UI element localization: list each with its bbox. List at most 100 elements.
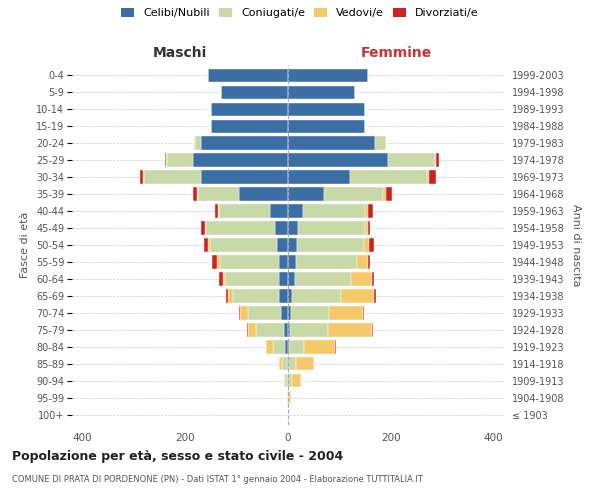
Bar (270, 204, 288, 218)
Bar (279, 290, 288, 302)
Bar (430, 170, 436, 183)
Bar (376, 136, 386, 149)
Bar (368, 204, 373, 218)
Bar (286, 340, 288, 353)
Bar (288, 188, 324, 200)
Bar (266, 340, 272, 353)
Bar (194, 136, 196, 149)
Bar (289, 391, 290, 404)
Bar (239, 188, 288, 200)
Bar (217, 256, 220, 268)
Bar (288, 272, 295, 285)
Bar (288, 170, 350, 183)
Bar (436, 154, 439, 166)
Bar (369, 238, 374, 252)
Bar (211, 102, 288, 116)
Bar (284, 374, 286, 388)
Bar (288, 154, 388, 166)
Legend: Celibi/Nubili, Coniugati/e, Vedovi/e, Divorziati/e: Celibi/Nubili, Coniugati/e, Vedovi/e, Di… (119, 6, 481, 20)
Text: Maschi: Maschi (153, 46, 207, 60)
Bar (287, 391, 288, 404)
Bar (324, 188, 383, 200)
Bar (365, 204, 368, 218)
Y-axis label: Fasce di età: Fasce di età (20, 212, 31, 278)
Bar (167, 154, 193, 166)
Bar (288, 204, 304, 218)
Y-axis label: Anni di nascita: Anni di nascita (571, 204, 581, 286)
Bar (427, 170, 430, 183)
Bar (295, 272, 351, 285)
Bar (292, 290, 341, 302)
Bar (288, 357, 296, 370)
Bar (247, 324, 248, 336)
Bar (272, 340, 286, 353)
Bar (434, 154, 436, 166)
Bar (166, 154, 167, 166)
Bar (288, 391, 289, 404)
Bar (240, 306, 248, 320)
Bar (288, 374, 292, 388)
Bar (279, 256, 288, 268)
Bar (288, 324, 290, 336)
Bar (304, 204, 365, 218)
Bar (208, 68, 288, 82)
Bar (220, 256, 279, 268)
Bar (200, 222, 205, 234)
Bar (221, 86, 288, 99)
Bar (206, 222, 275, 234)
Bar (288, 86, 355, 99)
Bar (287, 357, 288, 370)
Bar (358, 256, 368, 268)
Bar (290, 324, 328, 336)
Bar (144, 170, 200, 183)
Bar (225, 272, 279, 285)
Bar (288, 136, 376, 149)
Bar (289, 340, 304, 353)
Bar (205, 222, 206, 234)
Bar (277, 238, 288, 252)
Bar (143, 170, 144, 183)
Bar (284, 324, 288, 336)
Bar (335, 340, 337, 353)
Text: COMUNE DI PRATA DI PORDENONE (PN) - Dati ISTAT 1° gennaio 2004 - Elaborazione TU: COMUNE DI PRATA DI PORDENONE (PN) - Dati… (12, 475, 423, 484)
Bar (365, 222, 368, 234)
Bar (193, 188, 197, 200)
Bar (226, 290, 228, 302)
Bar (298, 222, 365, 234)
Bar (296, 357, 314, 370)
Bar (204, 238, 208, 252)
Bar (288, 68, 368, 82)
Bar (215, 204, 218, 218)
Bar (197, 188, 198, 200)
Bar (208, 238, 210, 252)
Bar (248, 324, 256, 336)
Bar (288, 340, 289, 353)
Bar (275, 222, 288, 234)
Bar (193, 154, 288, 166)
Bar (341, 290, 374, 302)
Bar (374, 290, 376, 302)
Text: Popolazione per età, sesso e stato civile - 2004: Popolazione per età, sesso e stato civil… (12, 450, 343, 463)
Bar (279, 357, 282, 370)
Bar (288, 120, 365, 133)
Bar (296, 256, 358, 268)
Bar (292, 374, 301, 388)
Bar (297, 238, 364, 252)
Bar (248, 306, 281, 320)
Bar (164, 154, 166, 166)
Bar (228, 290, 233, 302)
Bar (288, 290, 292, 302)
Bar (383, 188, 386, 200)
Bar (140, 170, 143, 183)
Bar (329, 306, 362, 320)
Text: Femmine: Femmine (361, 46, 431, 60)
Bar (388, 154, 434, 166)
Bar (368, 222, 370, 234)
Bar (233, 290, 279, 302)
Bar (223, 272, 225, 285)
Bar (372, 324, 373, 336)
Bar (288, 102, 365, 116)
Bar (288, 256, 296, 268)
Bar (282, 357, 287, 370)
Bar (288, 222, 298, 234)
